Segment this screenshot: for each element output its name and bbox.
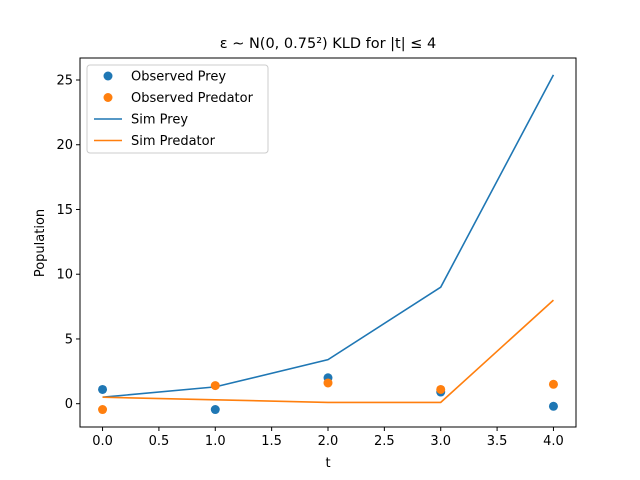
- legend-box: [86, 64, 269, 154]
- y-axis-label: Population: [33, 209, 48, 277]
- chart-title: ε ∼ N(0, 0.75²) KLD for |t| ≤ 4: [220, 36, 436, 52]
- legend-entry-label: Observed Prey: [131, 70, 226, 85]
- data-point-observed-predator: [210, 381, 220, 391]
- x-tick-label: 4.0: [543, 434, 564, 449]
- legend-entry-label: Sim Predator: [131, 134, 216, 149]
- plot-layer: [98, 74, 558, 415]
- y-tick-label: 15: [56, 203, 73, 218]
- x-tick-label: 3.0: [430, 434, 451, 449]
- data-point-observed-predator: [548, 379, 558, 389]
- x-tick-label: 0.5: [149, 434, 170, 449]
- legend-entry-label: Observed Predator: [131, 91, 254, 106]
- x-tick-label: 3.5: [487, 434, 508, 449]
- x-axis-label: t: [325, 456, 330, 471]
- x-tick-label: 1.5: [261, 434, 282, 449]
- series-line-sim-predator: [102, 299, 554, 404]
- y-tick-label: 5: [65, 332, 73, 347]
- series-line-sim-prey: [102, 74, 555, 399]
- data-point-observed-predator: [323, 378, 333, 388]
- data-point-observed-predator: [436, 384, 446, 394]
- x-tick-label: 0.0: [92, 434, 113, 449]
- data-point-observed-predator: [98, 405, 108, 415]
- x-tick-label: 2.5: [374, 434, 395, 449]
- y-tick-label: 10: [56, 268, 73, 283]
- legend-marker: [103, 93, 113, 102]
- data-point-observed-prey: [98, 384, 108, 394]
- legend-entry-label: Sim Prey: [131, 113, 188, 128]
- y-tick-label: 0: [65, 397, 73, 412]
- x-tick-label: 2.0: [318, 434, 339, 449]
- x-tick-label: 1.0: [205, 434, 226, 449]
- ticks-layer: 0.0 0.5 1.0 1.5 2.0 2.5 3.0 3.5 4.0 0 5 10 15 20 25: [56, 74, 563, 449]
- legend: Observed Prey Observed Predator Sim Prey Si…: [86, 64, 269, 154]
- y-tick-label: 25: [56, 74, 73, 89]
- data-point-observed-prey: [548, 401, 558, 411]
- y-tick-label: 20: [56, 138, 73, 153]
- legend-marker: [103, 71, 113, 81]
- data-point-observed-prey: [210, 405, 220, 415]
